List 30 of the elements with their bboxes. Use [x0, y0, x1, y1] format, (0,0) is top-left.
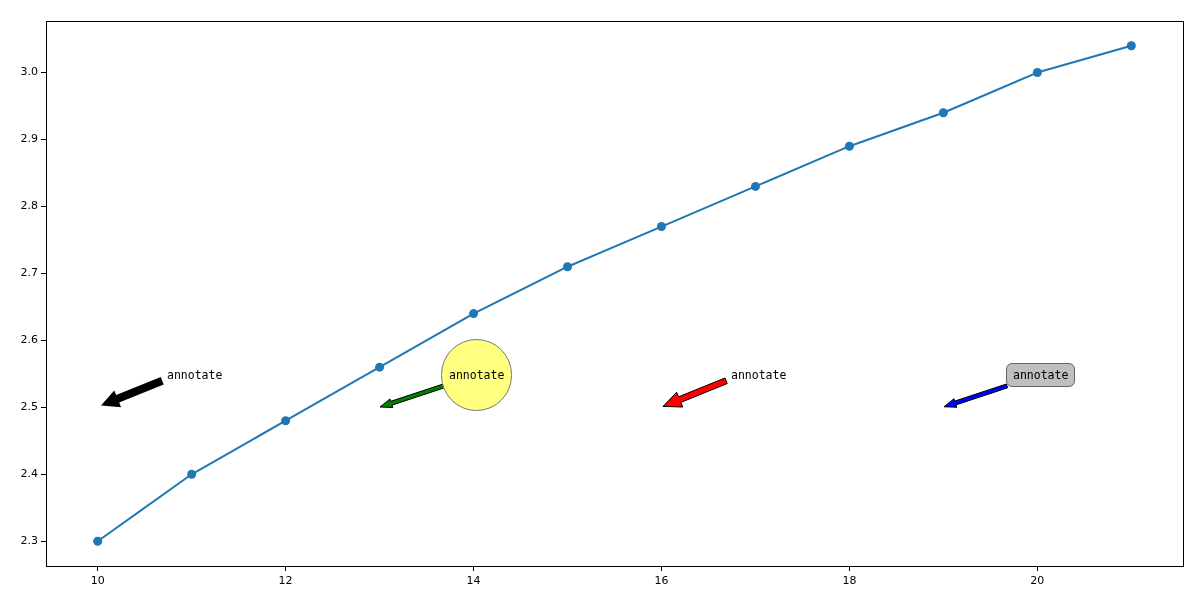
x-tick-label: 20: [1030, 574, 1045, 588]
y-tick-label: 2.9: [20, 132, 38, 146]
x-tick-label: 10: [90, 574, 105, 588]
y-tick-label: 2.4: [20, 467, 38, 481]
x-tick-label: 18: [842, 574, 857, 588]
y-tick-label: 2.5: [20, 400, 38, 414]
point: [93, 536, 103, 546]
annotation: annotate: [167, 368, 223, 382]
y-tick-label: 2.8: [20, 199, 38, 213]
point: [375, 362, 385, 372]
point: [656, 222, 666, 232]
point: [938, 108, 948, 118]
point: [750, 181, 760, 191]
y-tick-label: 2.3: [20, 534, 38, 548]
annotation: annotate: [449, 368, 505, 382]
point: [187, 469, 197, 479]
point: [844, 141, 854, 151]
x-tick-label: 12: [278, 574, 293, 588]
point: [1126, 41, 1136, 51]
y-tick-label: 2.7: [20, 266, 38, 280]
y-tick-label: 3.0: [20, 65, 38, 79]
point: [281, 416, 291, 426]
point: [563, 262, 573, 272]
point: [469, 309, 479, 319]
x-tick-label: 14: [466, 574, 481, 588]
annotation: annotate: [731, 368, 787, 382]
point: [1032, 68, 1042, 78]
y-tick-label: 2.6: [20, 333, 38, 347]
x-tick-label: 16: [654, 574, 669, 588]
annotation: annotate: [1006, 363, 1076, 387]
